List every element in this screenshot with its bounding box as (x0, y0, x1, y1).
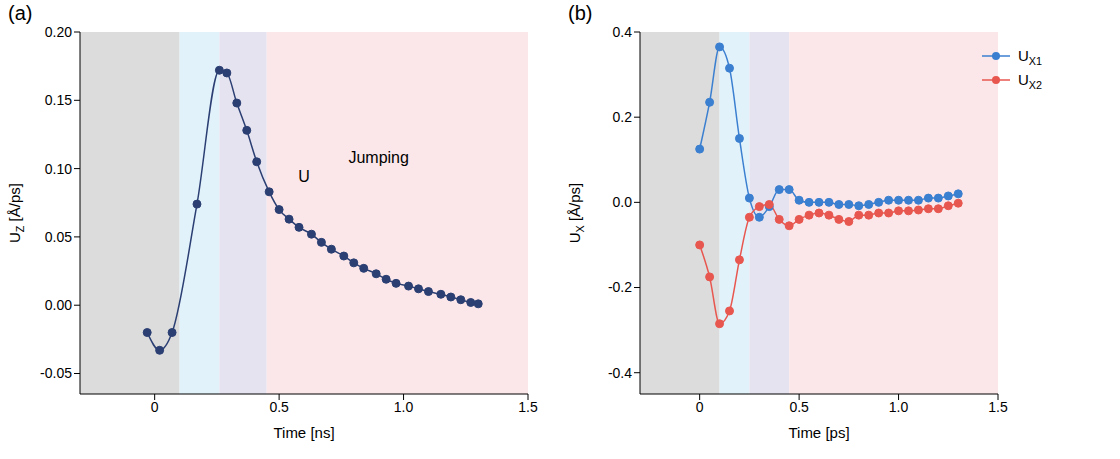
html-text:(b): (b) (568, 2, 593, 24)
svg-text:-0.05: -0.05 (40, 365, 72, 381)
svg-text:UX1: UX1 (1018, 47, 1042, 67)
svg-text:Time [ns]: Time [ns] (273, 424, 334, 441)
svg-text:1.0: 1.0 (889, 399, 909, 415)
svg-text:0.20: 0.20 (45, 24, 72, 40)
svg-text:1.5: 1.5 (518, 399, 538, 415)
svg-text:0.5: 0.5 (789, 399, 809, 415)
svg-text:0.05: 0.05 (45, 229, 72, 245)
svg-text:1.0: 1.0 (394, 399, 414, 415)
svg-text:UX [Å/ps]: UX [Å/ps] (566, 183, 586, 244)
svg-text:0.0: 0.0 (613, 194, 633, 210)
svg-text:0.5: 0.5 (269, 399, 289, 415)
svg-text:0.4: 0.4 (613, 24, 633, 40)
svg-text:Jumping: Jumping (348, 149, 408, 166)
svg-text:UX2: UX2 (1018, 71, 1042, 91)
svg-text:-0.2: -0.2 (608, 279, 632, 295)
svg-text:UZ [Å/ps]: UZ [Å/ps] (6, 183, 26, 243)
svg-text:0: 0 (151, 399, 159, 415)
svg-text:0.15: 0.15 (45, 92, 72, 108)
svg-text:0: 0 (696, 399, 704, 415)
svg-text:0.2: 0.2 (613, 109, 633, 125)
html-text:(a): (a) (8, 2, 33, 24)
svg-text:0.10: 0.10 (45, 161, 72, 177)
svg-text:0.00: 0.00 (45, 297, 72, 313)
svg-text:U: U (298, 168, 310, 185)
svg-text:-0.4: -0.4 (608, 365, 632, 381)
svg-text:1.5: 1.5 (988, 399, 1008, 415)
svg-text:Time [ps]: Time [ps] (788, 424, 849, 441)
